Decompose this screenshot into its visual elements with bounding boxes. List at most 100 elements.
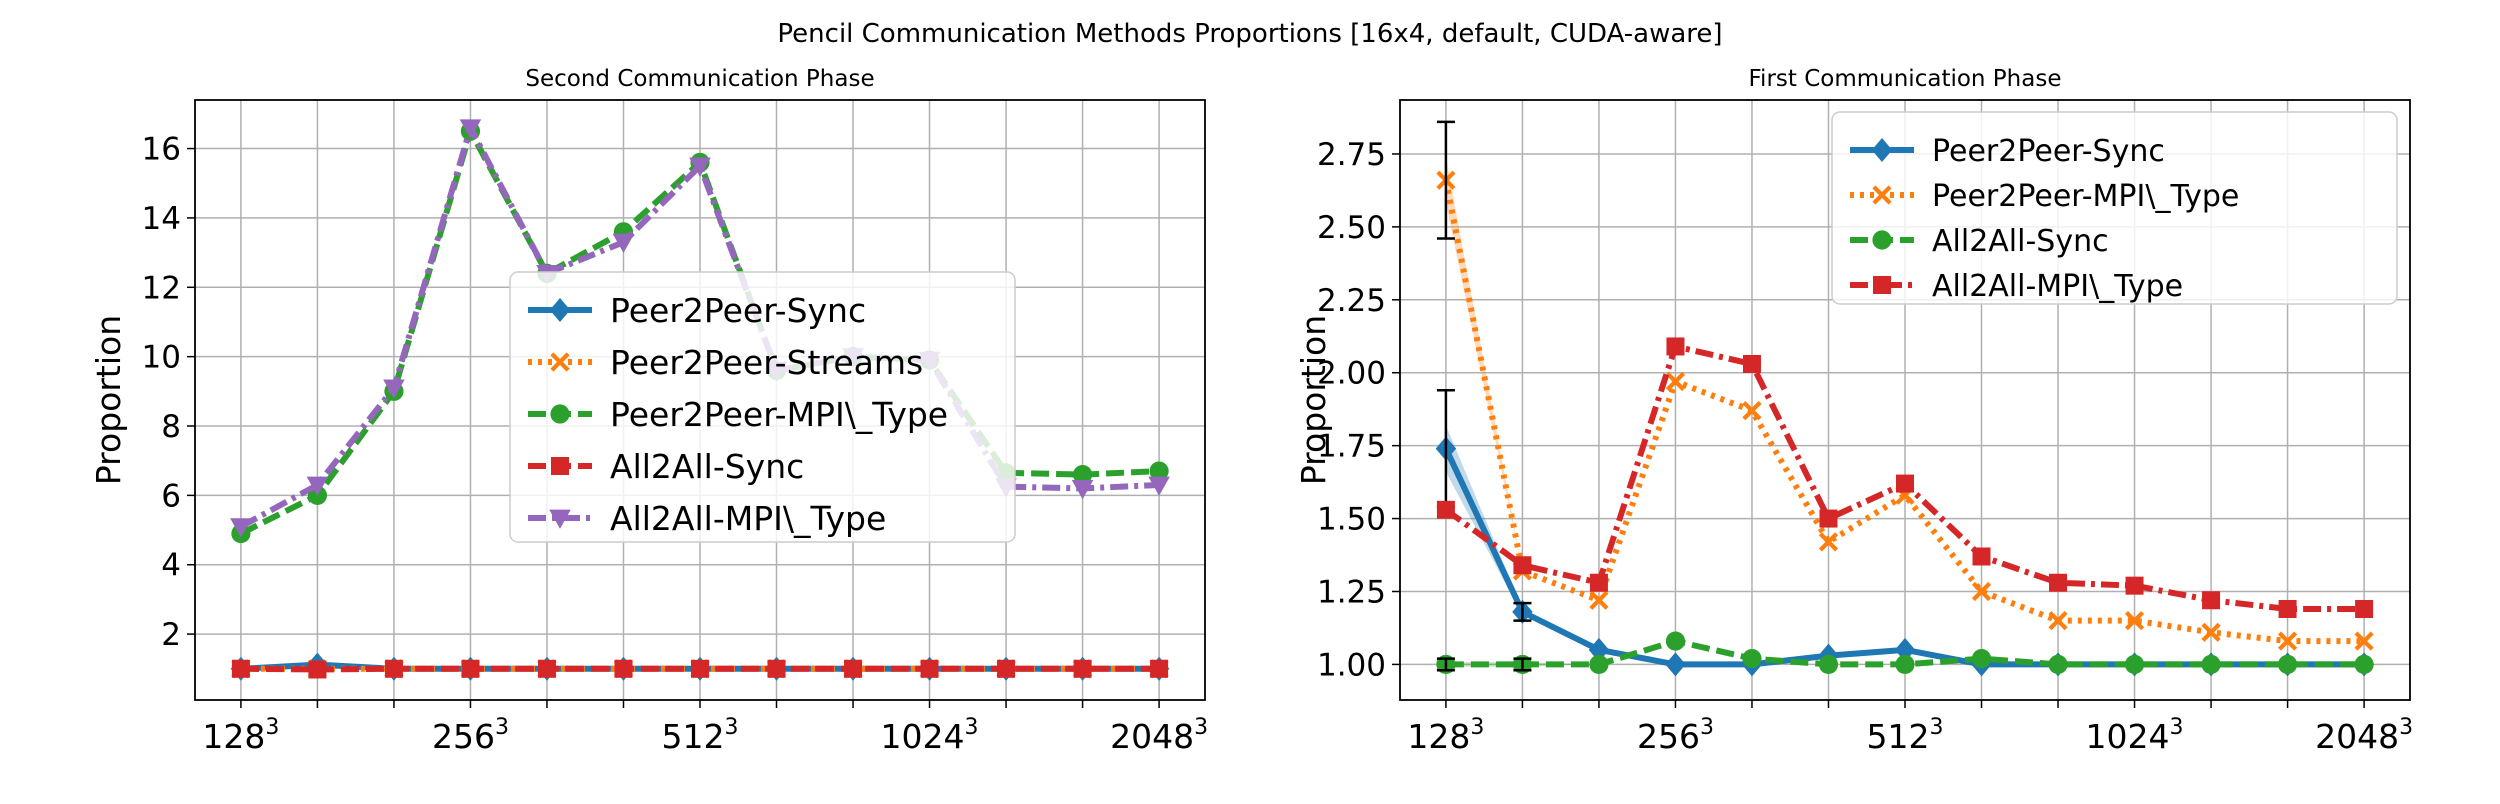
data-point <box>1513 556 1532 575</box>
legend-label: Peer2Peer-Sync <box>1932 134 2165 169</box>
y-tick-label: 2.25 <box>1317 283 1386 319</box>
figure-title: Pencil Communication Methods Proportions… <box>777 19 1722 49</box>
y-tick-label: 1.00 <box>1317 647 1386 683</box>
legend-entry: Peer2Peer-MPI\_Type <box>528 395 948 434</box>
data-point <box>2202 591 2221 610</box>
legend-entry: Peer2Peer-Streams <box>528 343 923 382</box>
data-point <box>2201 654 2221 675</box>
data-point <box>614 659 633 678</box>
subplot-title: First Communication Phase <box>1749 66 2062 92</box>
axes-frame <box>1399 99 2411 701</box>
legend-entry: Peer2Peer-Sync <box>1850 134 2165 169</box>
series-3 <box>1436 337 2374 618</box>
data-point <box>1971 648 1992 669</box>
data-point <box>2277 654 2298 675</box>
data-point <box>2048 611 2068 631</box>
data-point <box>1742 401 1762 421</box>
y-tick-label: 12 <box>142 270 181 306</box>
legend-entry: All2All-MPI\_Type <box>1850 269 2183 304</box>
x-tick-label: 2563 <box>432 715 509 756</box>
data-point <box>767 659 786 678</box>
data-point <box>2124 611 2145 631</box>
data-point <box>1666 337 1685 356</box>
data-point <box>1588 637 1610 662</box>
data-point <box>1896 474 1914 493</box>
data-point <box>1072 464 1093 485</box>
data-point <box>1073 659 1092 678</box>
legend-label: Peer2Peer-MPI\_Type <box>610 395 948 434</box>
data-point <box>384 659 403 678</box>
data-point <box>230 518 252 538</box>
data-point <box>1819 509 1838 528</box>
data-point <box>1742 648 1762 669</box>
legend-label: Peer2Peer-Streams <box>610 343 923 382</box>
y-tick-label: 2.50 <box>1317 210 1386 246</box>
legend-label: All2All-MPI\_Type <box>1932 269 2183 304</box>
data-point <box>308 660 327 679</box>
x-tick-label: 2563 <box>1637 715 1714 756</box>
legend-entry: All2All-Sync <box>528 447 804 486</box>
data-point <box>920 659 939 678</box>
y-tick-label: 1.50 <box>1317 502 1386 538</box>
y-tick-label: 2 <box>161 617 181 653</box>
data-point <box>997 659 1016 678</box>
y-tick-label: 2.00 <box>1317 356 1386 392</box>
chart-second-phase: 2 4 6 8 10 12 14 16 1283 2563 5123 10243 20483 Second… <box>89 66 1208 756</box>
data-point <box>2277 631 2298 651</box>
legend-entry: Peer2Peer-Sync <box>528 291 866 330</box>
y-tick-label: 2.75 <box>1317 137 1386 173</box>
data-point <box>2278 599 2297 618</box>
data-point <box>612 233 635 253</box>
legend-marker <box>1871 138 1893 162</box>
series-2 <box>1436 631 2374 675</box>
data-point <box>537 659 556 678</box>
data-point <box>459 119 482 139</box>
data-point <box>2354 631 2374 651</box>
legend-label: All2All-Sync <box>1932 224 2109 259</box>
data-point <box>1818 654 1839 675</box>
x-tick-label: 1283 <box>202 715 279 756</box>
legend-frame <box>509 271 1016 543</box>
y-tick-label: 16 <box>142 132 181 168</box>
x-tick-label: 1283 <box>1407 715 1484 756</box>
series-3 <box>231 659 1169 679</box>
x-tick-label: 20483 <box>1110 715 1208 756</box>
y-tick-label: 4 <box>161 548 181 584</box>
data-point <box>691 659 709 678</box>
y-tick-label: 1.75 <box>1317 429 1386 465</box>
data-point <box>1742 354 1761 373</box>
data-point <box>1665 371 1686 392</box>
data-point <box>1818 532 1839 552</box>
data-point <box>689 157 711 177</box>
x-tick-label: 10243 <box>881 715 979 756</box>
legend-marker <box>550 404 570 424</box>
data-point <box>1665 631 1686 651</box>
data-point <box>2354 654 2374 675</box>
data-point <box>1149 461 1169 481</box>
legend: Peer2Peer-Sync Peer2Peer-MPI\_Type All2All… <box>1831 111 2398 305</box>
chart-first-phase: 1.00 1.25 1.50 1.75 2.00 2.25 2.50 2.75 1283 2563… <box>1294 66 2413 756</box>
y-tick-label: 10 <box>142 340 181 376</box>
legend-marker <box>549 298 571 322</box>
legend-marker <box>1873 276 1891 294</box>
x-tick-label: 10243 <box>2086 715 2184 756</box>
legend-entry: Peer2Peer-MPI\_Type <box>1850 179 2239 214</box>
data-point <box>2125 576 2144 595</box>
legend-marker <box>1872 230 1892 250</box>
data-point <box>1436 500 1455 519</box>
legend-label: Peer2Peer-Sync <box>610 291 866 330</box>
error-bar <box>1513 657 1532 672</box>
data-point <box>1150 659 1169 678</box>
legend: Peer2Peer-Sync Peer2Peer-Streams Peer2Peer… <box>509 271 1016 543</box>
data-point <box>1971 581 1992 602</box>
data-point <box>1148 476 1170 496</box>
y-tick-label: 8 <box>161 409 181 445</box>
data-point <box>1071 480 1094 500</box>
x-tick-label: 20483 <box>2315 715 2413 756</box>
y-tick-label: 1.25 <box>1317 574 1386 610</box>
data-point <box>1972 547 1991 566</box>
data-point <box>2049 573 2068 592</box>
legend-label: All2All-Sync <box>610 447 804 486</box>
data-point <box>461 659 480 678</box>
